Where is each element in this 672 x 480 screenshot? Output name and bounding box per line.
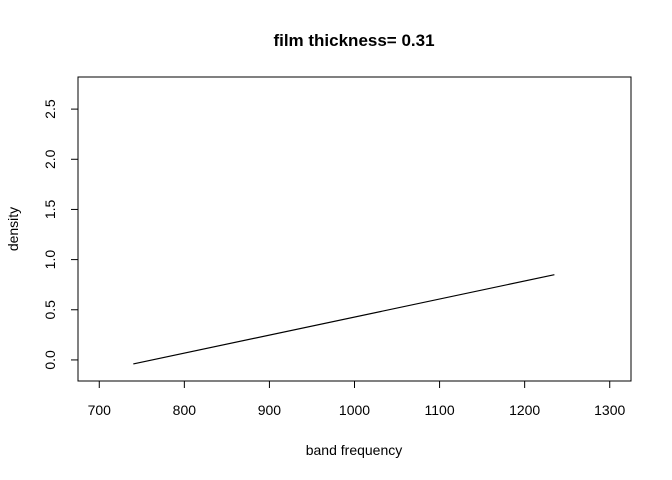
x-tick-label: 1100 bbox=[425, 402, 455, 418]
x-tick-label: 800 bbox=[173, 402, 197, 418]
series-line bbox=[133, 274, 555, 365]
chart-title: film thickness= 0.31 bbox=[273, 31, 434, 50]
y-tick-label: 2.5 bbox=[42, 99, 58, 119]
x-axis-ticks: 700 800 900 1000 1100 1200 1300 bbox=[88, 381, 626, 418]
plot-frame bbox=[77, 76, 632, 382]
x-tick-label: 700 bbox=[88, 402, 112, 418]
y-axis-ticks: 0.0 0.5 1.0 1.5 2.0 2.5 bbox=[42, 99, 78, 370]
y-tick-label: 0.5 bbox=[42, 300, 58, 320]
y-tick-label: 0.0 bbox=[42, 350, 58, 370]
x-tick-label: 1300 bbox=[594, 402, 625, 418]
y-tick-label: 1.0 bbox=[42, 250, 58, 270]
x-tick-label: 900 bbox=[258, 402, 282, 418]
y-tick-label: 2.0 bbox=[42, 149, 58, 169]
x-tick-label: 1000 bbox=[339, 402, 370, 418]
y-axis-label: density bbox=[5, 207, 21, 251]
y-tick-label: 1.5 bbox=[42, 199, 58, 219]
x-axis-label: band frequency bbox=[306, 442, 403, 458]
series-group bbox=[133, 274, 555, 365]
x-tick-label: 1200 bbox=[509, 402, 540, 418]
